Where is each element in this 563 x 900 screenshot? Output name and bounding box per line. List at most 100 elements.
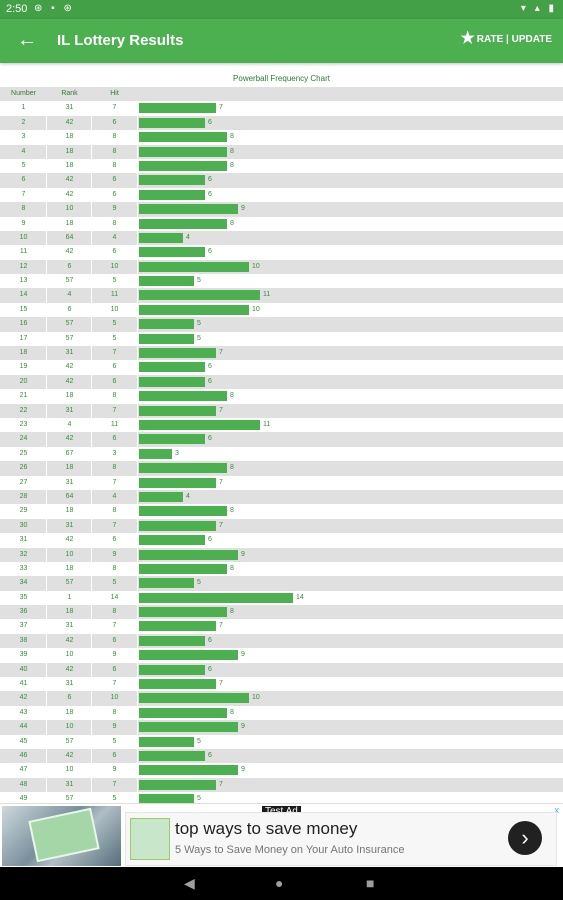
frequency-bar [139,348,216,359]
cell-rank: 31 [65,104,74,112]
column-divider [137,346,138,361]
ad-image[interactable] [2,806,121,866]
cell-hit: 11 [110,291,119,299]
bar-value-label: 6 [208,435,212,443]
cell-hit: 5 [112,737,117,745]
table-row: 44 10 9 9 [0,720,563,735]
column-divider [91,590,92,606]
column-divider [46,230,47,246]
column-divider [137,691,138,706]
nav-back-icon[interactable]: ◀ [184,875,195,891]
cell-number: 10 [19,233,28,241]
cell-rank: 42 [65,435,74,443]
cell-rank: 31 [65,680,74,688]
chevron-right-icon[interactable]: › [508,821,542,855]
cell-rank: 57 [65,579,74,587]
column-divider [46,216,47,231]
cell-rank: 10 [65,550,74,558]
bar-value-label: 7 [219,349,223,357]
table-row: 2 42 6 6 [0,115,563,131]
cell-hit: 8 [112,464,117,472]
bar-value-label: 8 [230,133,234,141]
column-divider [137,245,138,260]
table-row: 17 57 5 5 [0,331,563,347]
cell-rank: 18 [65,507,74,515]
cell-hit: 11 [110,420,119,428]
nav-home-icon[interactable]: ● [275,875,284,891]
cell-rank: 18 [65,708,74,716]
frequency-bar [139,304,249,315]
column-divider [91,130,92,145]
column-divider [91,677,92,692]
frequency-bar [139,218,227,229]
column-divider [46,360,47,375]
column-divider [46,417,47,433]
column-divider [137,173,138,188]
column-divider [137,389,138,404]
ad-close-icon[interactable]: x [554,805,560,815]
column-divider [91,259,92,275]
column-divider [46,302,47,318]
column-divider [137,504,138,519]
column-divider [137,734,138,749]
bar-value-label: 6 [208,176,212,184]
table-row: 15 6 10 10 [0,302,563,318]
cell-number: 40 [19,665,28,673]
column-divider [46,115,47,131]
column-divider [46,633,47,649]
table-row: 33 18 8 8 [0,561,563,577]
frequency-bar [139,362,205,373]
column-divider [46,173,47,188]
cell-number: 24 [19,435,28,443]
back-arrow-icon[interactable]: ← [17,29,37,51]
cell-number: 48 [19,780,28,788]
bar-value-label: 8 [230,708,234,716]
bar-value-label: 7 [219,780,223,788]
rate-update-button[interactable]: ★ RATE | UPDATE [460,31,552,47]
cell-hit: 6 [112,636,117,644]
cell-number: 47 [19,766,28,774]
cell-number: 33 [19,564,28,572]
column-divider [46,677,47,692]
cell-hit: 7 [112,406,117,414]
cell-rank: 4 [67,291,72,299]
frequency-bar [139,679,216,690]
cell-hit: 8 [112,219,117,227]
ad-banner[interactable]: Test Ad x top ways to save money 5 Ways … [0,803,563,868]
cell-hit: 4 [112,492,117,500]
frequency-bar [139,750,205,761]
nav-recents-icon[interactable]: ■ [366,875,375,891]
table-row: 10 64 4 4 [0,230,563,246]
cell-number: 5 [21,161,26,169]
table-row: 7 42 6 6 [0,187,563,203]
cell-hit: 8 [112,161,117,169]
cell-number: 27 [19,478,28,486]
bar-value-label: 8 [230,507,234,515]
cell-hit: 6 [112,751,117,759]
column-divider [137,230,138,246]
column-divider [91,475,92,490]
cell-hit: 9 [112,651,117,659]
table-row: 43 18 8 8 [0,705,563,721]
bar-value-label: 11 [263,291,271,299]
column-divider [137,144,138,159]
column-divider [91,763,92,778]
table-row: 41 31 7 7 [0,677,563,692]
table-row: 22 31 7 7 [0,403,563,418]
cell-rank: 18 [65,219,74,227]
column-divider [46,461,47,476]
frequency-bar [139,722,238,733]
table-row: 8 10 9 9 [0,202,563,217]
table-row: 49 57 5 5 [0,792,563,807]
cell-rank: 42 [65,536,74,544]
frequency-bar [139,693,249,704]
cell-hit: 7 [112,349,117,357]
ad-card[interactable]: top ways to save money 5 Ways to Save Mo… [125,812,557,866]
bar-value-label: 6 [208,665,212,673]
column-divider [137,461,138,476]
cell-rank: 31 [65,780,74,788]
page-title: IL Lottery Results [57,32,184,49]
table-row: 37 31 7 7 [0,619,563,634]
frequency-bar [139,232,183,243]
bar-value-label: 5 [197,277,201,285]
